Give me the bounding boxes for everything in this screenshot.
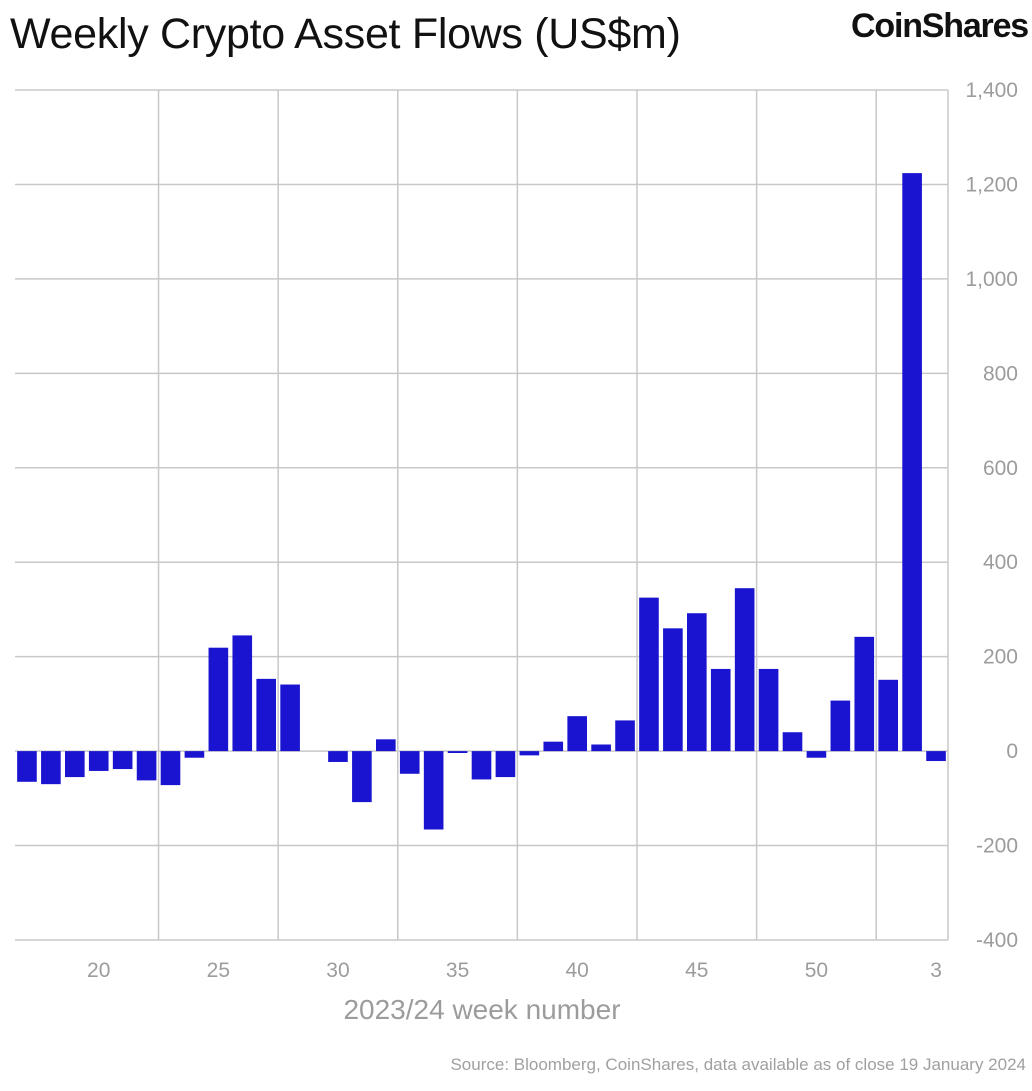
y-tick-label: -200: [976, 835, 1018, 858]
x-axis-ticks: 20 25 30 35 40 45 50 3: [87, 959, 942, 982]
bar-week-21: [112, 751, 133, 770]
brand-logo: CoinShares: [851, 7, 1029, 45]
x-tick-label: 20: [87, 959, 110, 982]
bar-week-46: [710, 668, 731, 752]
y-tick-label: 1,000: [965, 268, 1018, 291]
bar-week-50: [806, 751, 827, 758]
x-axis-label: 2023/24 week number: [343, 994, 620, 1025]
source-note: Source: Bloomberg, CoinShares, data avai…: [450, 1055, 1026, 1074]
bar-week-52: [854, 636, 875, 752]
x-tick-label: 45: [685, 959, 708, 982]
bar-week-18: [41, 751, 61, 785]
y-tick-label: 800: [983, 362, 1018, 385]
bar-week-36: [471, 751, 492, 780]
bar-week-3: [926, 751, 946, 762]
chart-title: Weekly Crypto Asset Flows (US$m): [10, 10, 681, 58]
bar-week-48: [758, 668, 779, 752]
bar-week-23: [160, 751, 181, 786]
x-tick-label: 30: [326, 959, 349, 982]
x-tick-label: 40: [566, 959, 589, 982]
x-tick-label: 35: [446, 959, 469, 982]
bar-week-25: [208, 647, 229, 752]
bar-week-41: [591, 744, 611, 752]
y-tick-label: 1,200: [965, 173, 1018, 196]
bar-week-20: [88, 751, 109, 771]
horizontal-gridlines: [15, 89, 948, 941]
bar-week-19: [64, 751, 85, 778]
y-axis-ticks: -400 -200 0 200 400 600 800 1,000 1,200 1,400: [965, 79, 1018, 952]
bar-week-31: [352, 751, 372, 803]
y-tick-label: 600: [983, 457, 1018, 480]
bar-week-30: [328, 751, 348, 762]
bar-week-35: [447, 751, 468, 753]
bar-week-1: [878, 679, 899, 752]
bar-week-27: [256, 678, 277, 752]
bar-week-44: [663, 628, 683, 752]
bar-week-33: [399, 751, 420, 774]
bar-week-51: [830, 700, 851, 752]
bar-week-2: [902, 173, 922, 752]
y-tick-label: -400: [976, 929, 1018, 952]
y-tick-label: 1,400: [965, 79, 1018, 102]
bar-week-28: [280, 684, 300, 752]
bar-week-22: [136, 751, 157, 781]
bar-week-47: [734, 588, 755, 752]
bar-week-40: [567, 716, 588, 752]
bar-week-42: [615, 720, 635, 752]
x-tick-label: 3: [930, 959, 942, 982]
bar-week-34: [423, 751, 444, 830]
bar-week-32: [375, 739, 396, 752]
x-tick-label: 50: [805, 959, 828, 982]
bar-week-45: [686, 613, 707, 752]
bar-week-38: [519, 751, 540, 756]
bar-week-37: [495, 751, 516, 778]
y-tick-label: 0: [1006, 740, 1018, 763]
bar-week-39: [543, 741, 564, 752]
x-tick-label: 25: [207, 959, 230, 982]
bar-week-24: [184, 751, 205, 758]
bar-week-43: [639, 597, 659, 752]
bar-week-17: [17, 751, 37, 782]
bar-week-26: [232, 635, 253, 752]
y-tick-label: 200: [983, 646, 1018, 669]
bar-week-49: [782, 732, 803, 752]
bar-series: [17, 173, 946, 830]
vertical-gridlines: [157, 90, 949, 940]
y-tick-label: 400: [983, 551, 1018, 574]
